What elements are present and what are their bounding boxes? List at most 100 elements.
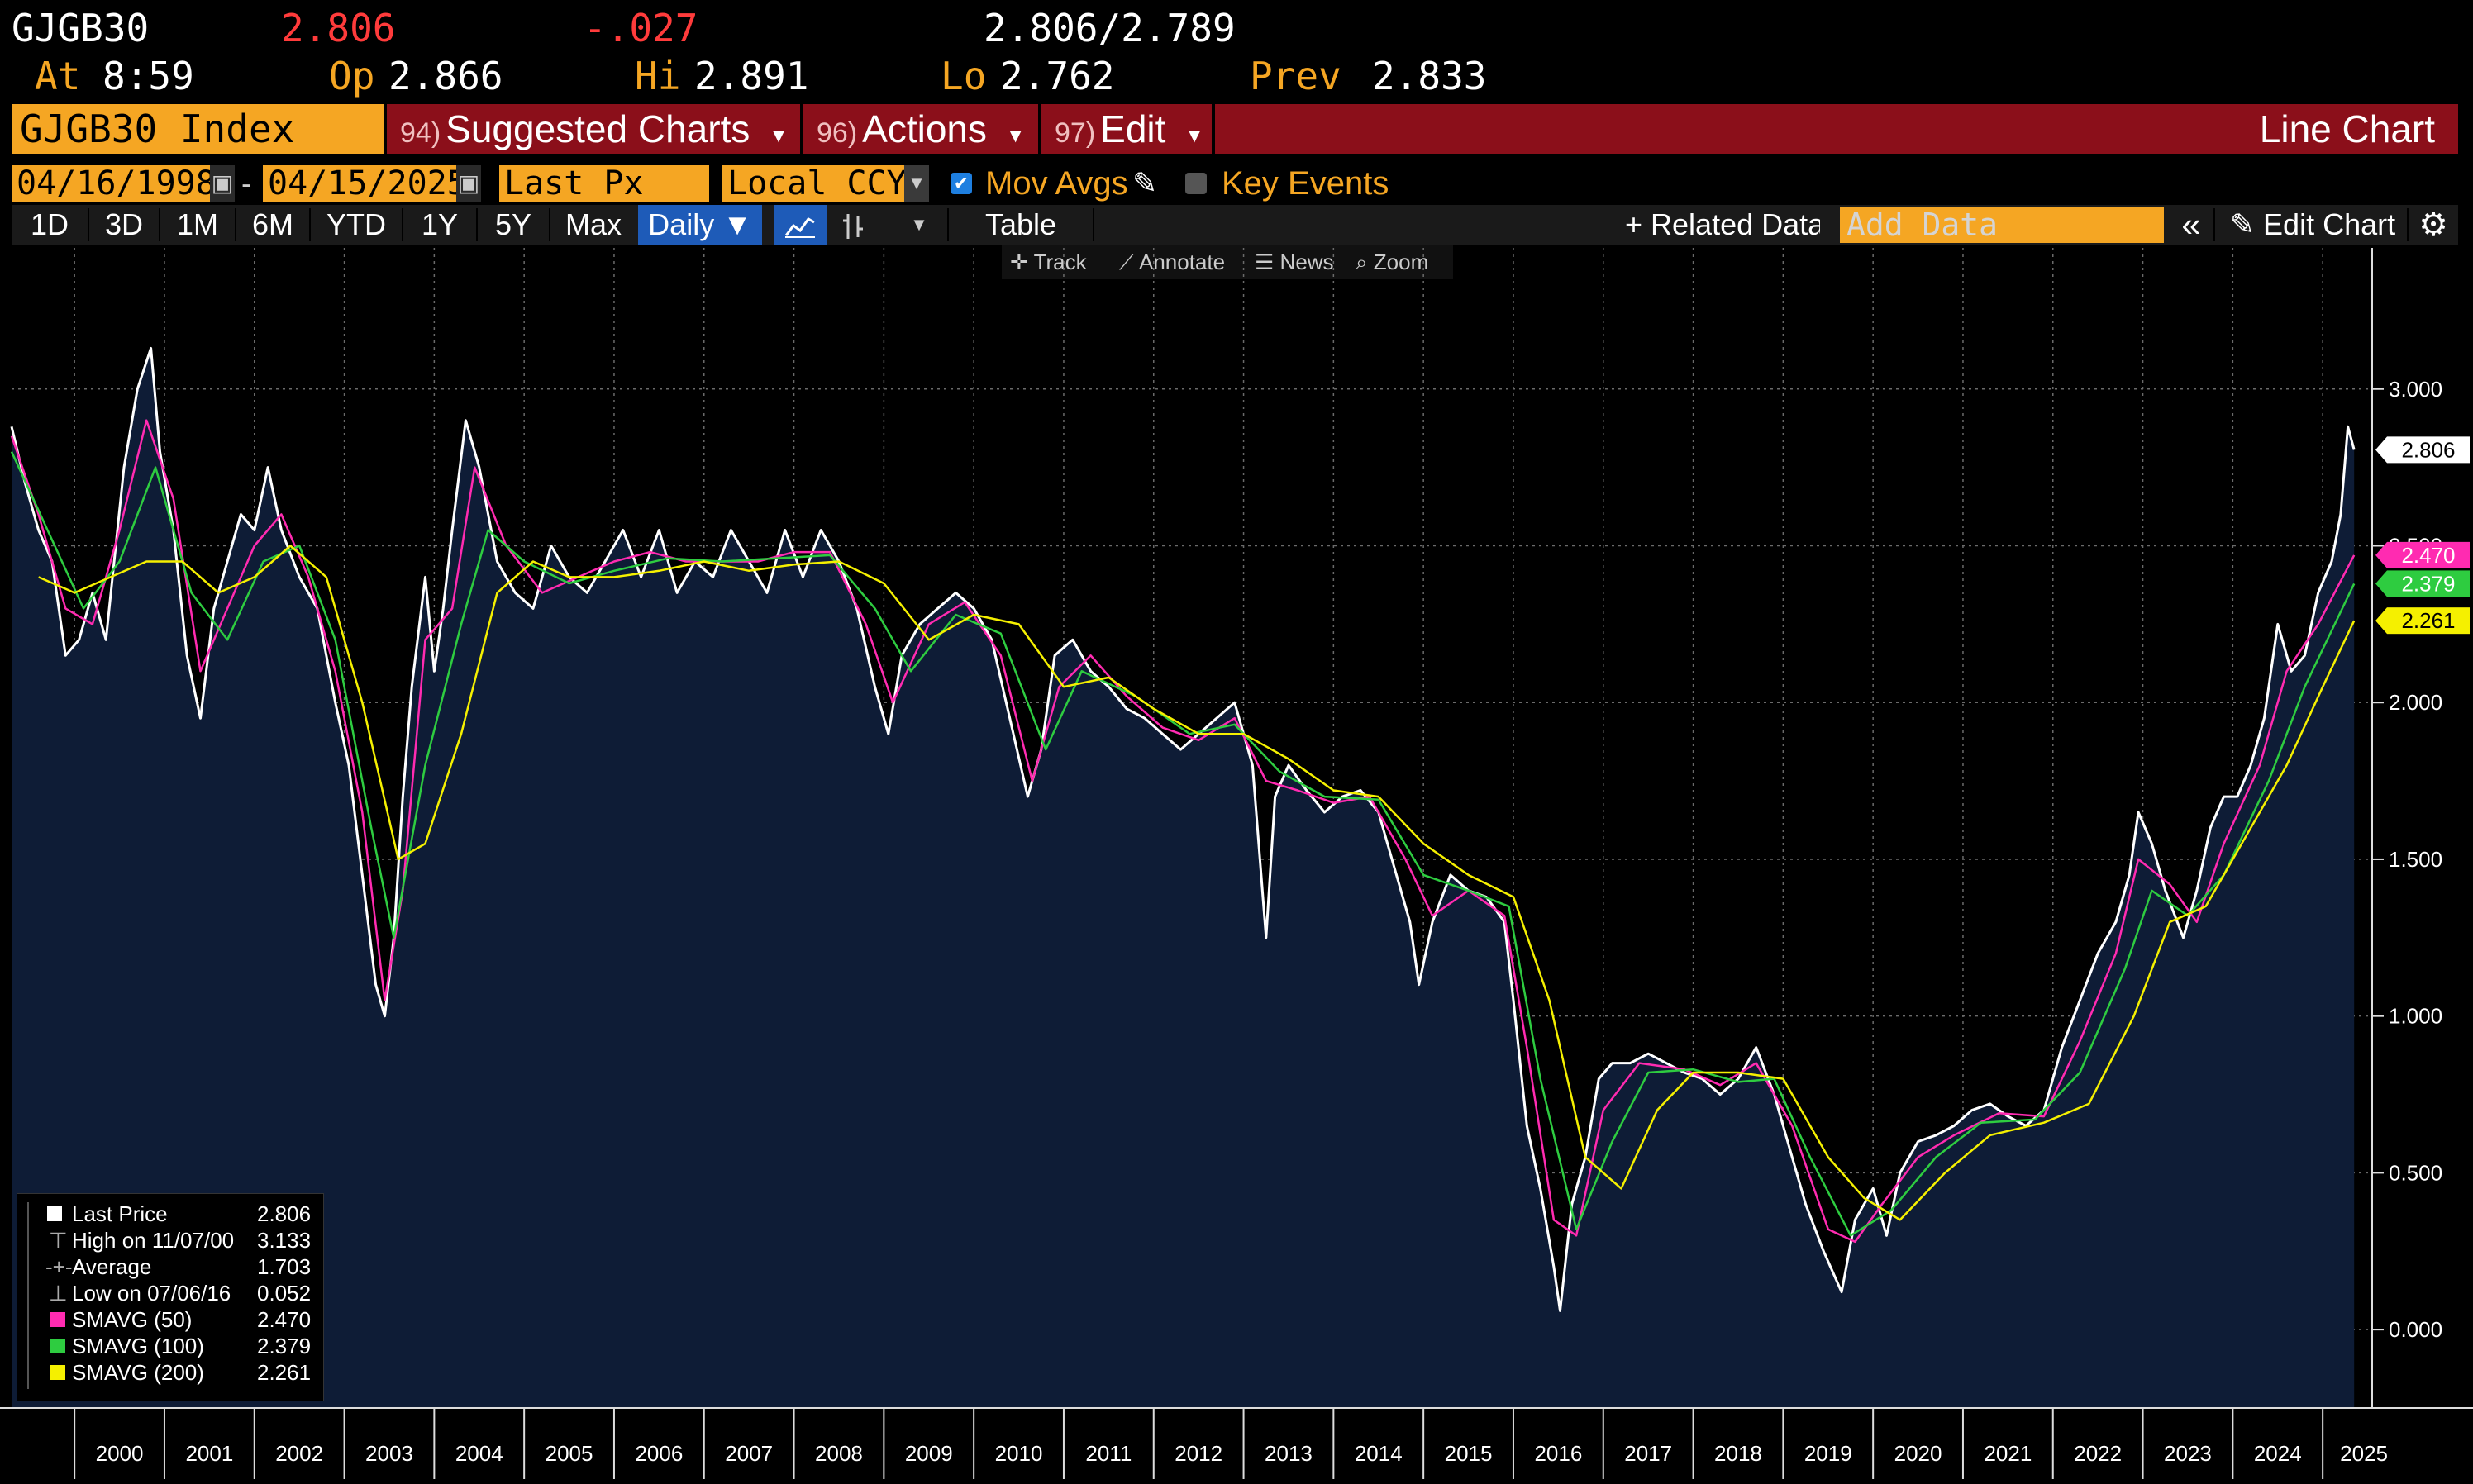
chart-legend: Last Price 2.806 ⊤ High on 11/07/00 3.13… <box>17 1193 324 1401</box>
actions-menu[interactable]: 96) Actions ▼ <box>817 104 1026 154</box>
high-marker-icon: ⊤ <box>49 1228 68 1253</box>
x-tick-label: 2024 <box>2254 1441 2302 1466</box>
period-max[interactable]: Max <box>565 207 622 241</box>
x-tick-label: 2021 <box>1984 1441 2032 1466</box>
legend-swatch <box>50 1339 65 1353</box>
legend-item[interactable]: Last Price 2.806 <box>17 1201 323 1227</box>
bar-chart-icon[interactable] <box>830 205 876 245</box>
price-label-text: 2.379 <box>2401 571 2455 596</box>
legend-item[interactable]: ⊤ High on 11/07/00 3.133 <box>17 1227 323 1253</box>
legend-item[interactable]: -+- Average 1.703 <box>17 1253 323 1280</box>
x-tick-label: 2003 <box>365 1441 413 1466</box>
legend-value: 3.133 <box>257 1228 312 1253</box>
high-label: Hi <box>635 54 681 98</box>
price-label-arrow <box>2375 436 2387 464</box>
period-ytd[interactable]: YTD <box>326 207 386 241</box>
series-lines <box>10 346 2356 1312</box>
price-label-text: 2.261 <box>2401 608 2455 633</box>
edit-menu[interactable]: 97) Edit ▼ <box>1055 104 1204 154</box>
y-tick-label: 1.000 <box>2389 1004 2442 1029</box>
key-events-checkbox[interactable] <box>1185 173 1207 194</box>
period-6m[interactable]: 6M <box>251 207 293 241</box>
y-tick-label: 1.500 <box>2389 847 2442 872</box>
chart-tools-bar <box>1002 245 1453 279</box>
x-tick-label: 2002 <box>275 1441 323 1466</box>
legend-swatch <box>50 1312 65 1327</box>
chart-type-label: Line Chart <box>2259 107 2435 150</box>
price-label-box <box>2387 541 2470 568</box>
zoom-tool[interactable]: ⌕ Zoom <box>1356 245 1428 279</box>
low-value: 2.762 <box>1000 54 1115 98</box>
field-select[interactable]: Last Px <box>499 165 709 202</box>
legend-item[interactable]: ⊥ Low on 07/06/16 0.052 <box>17 1280 323 1306</box>
y-tick-label: 3.000 <box>2389 377 2442 402</box>
open-label: Op <box>329 54 375 98</box>
suggested-charts-label: Suggested Charts <box>446 107 750 150</box>
x-tick-label: 2017 <box>1624 1441 1672 1466</box>
track-tool[interactable]: ✛ Track <box>1010 245 1087 279</box>
legend-item[interactable]: SMAVG (200) 2.261 <box>17 1359 323 1386</box>
open-value: 2.866 <box>388 54 503 98</box>
start-date-field[interactable]: 04/16/1998 <box>12 165 215 202</box>
period-1m[interactable]: 1M <box>176 207 218 241</box>
line-chart-icon[interactable] <box>774 205 827 245</box>
legend-value: 2.261 <box>257 1360 312 1385</box>
key-events-label[interactable]: Key Events <box>1222 165 1389 202</box>
toolbar-divider <box>402 208 403 241</box>
legend-item[interactable]: SMAVG (50) 2.470 <box>17 1306 323 1333</box>
pencil-icon[interactable]: ✎ <box>1132 166 1158 200</box>
x-tick-label: 2009 <box>905 1441 953 1466</box>
x-tick-label: 2010 <box>995 1441 1043 1466</box>
x-tick-label: 2001 <box>185 1441 233 1466</box>
calendar-icon[interactable]: ▣ <box>456 165 481 202</box>
x-tick-label: 2007 <box>725 1441 773 1466</box>
period-1y[interactable]: 1Y <box>421 207 459 241</box>
y-tick-label: 0.000 <box>2389 1317 2442 1342</box>
zoom-icon: ⌕ <box>1356 250 1368 274</box>
toolbar-divider <box>476 208 478 241</box>
ohlc-glyph <box>843 214 863 240</box>
x-tick-label: 2018 <box>1714 1441 1762 1466</box>
period-5y[interactable]: 5Y <box>494 207 532 241</box>
legend-label: SMAVG (50) <box>72 1307 193 1332</box>
toolbar-divider <box>159 208 160 241</box>
gear-icon[interactable]: ⚙ <box>2418 207 2448 243</box>
price-label-box <box>2387 607 2470 635</box>
legend-label: SMAVG (100) <box>72 1334 204 1358</box>
news-tool[interactable]: ☰ News <box>1255 245 1334 279</box>
mov-avgs-label[interactable]: Mov Avgs <box>985 165 1128 202</box>
at-label: At <box>35 54 81 98</box>
x-tick-label: 2023 <box>2164 1441 2212 1466</box>
price-label-text: 2.470 <box>2401 543 2455 568</box>
add-data-field-box[interactable]: Add Data <box>1840 207 2164 243</box>
suggested-charts-menu[interactable]: 94) Suggested Charts ▼ <box>400 104 789 154</box>
legend-label: Average <box>72 1254 152 1279</box>
security-field[interactable]: GJGB30 Index <box>12 104 384 154</box>
legend-item[interactable]: SMAVG (100) 2.379 <box>17 1333 323 1359</box>
period-3d[interactable]: 3D <box>104 207 144 241</box>
currency-select[interactable]: Local CCY <box>722 165 904 202</box>
actions-label: Actions <box>862 107 987 150</box>
edit-chart-button[interactable]: ✎ Edit Chart <box>2222 205 2404 245</box>
chevron-down-icon[interactable]: ▼ <box>904 165 929 202</box>
table-button[interactable]: Table <box>984 207 1057 241</box>
x-tick-label: 2019 <box>1804 1441 1852 1466</box>
end-date-field[interactable]: 04/15/2025 <box>263 165 460 202</box>
x-tick-label: 2011 <box>1085 1441 1132 1466</box>
mov-avgs-checkbox[interactable]: ✔ <box>951 173 972 194</box>
toolbar-divider <box>947 208 949 241</box>
x-tick-label: 2020 <box>1894 1441 1942 1466</box>
high-value: 2.891 <box>694 54 809 98</box>
period-1d[interactable]: 1D <box>30 207 69 241</box>
series-line-smavg-1 <box>10 419 2356 1244</box>
related-data-button[interactable]: + Related Data <box>1625 207 1820 241</box>
legend-swatch <box>50 1365 65 1380</box>
chevron-down-icon[interactable]: ▼ <box>910 214 928 235</box>
collapse-icon[interactable]: « <box>2181 205 2201 244</box>
frequency-select[interactable]: Daily ▼ <box>638 205 762 245</box>
chevron-down-icon: ▼ <box>1005 125 1026 147</box>
calendar-icon[interactable]: ▣ <box>210 165 235 202</box>
menu-bar <box>12 104 2458 154</box>
price-label-arrow <box>2375 607 2387 635</box>
